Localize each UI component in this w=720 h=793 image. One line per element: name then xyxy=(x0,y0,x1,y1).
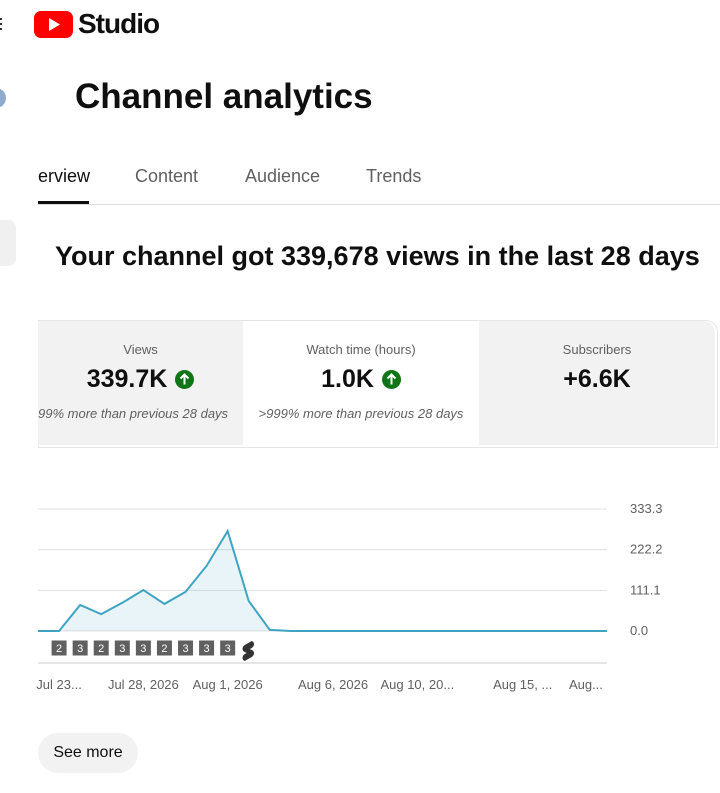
y-tick-label: 111.1 xyxy=(630,582,661,597)
up-icon xyxy=(381,370,401,389)
upload-marker: 3 xyxy=(198,639,216,657)
upload-marker: 3 xyxy=(113,639,131,657)
upload-marker: 3 xyxy=(177,639,195,657)
upload-marker: 3 xyxy=(71,639,89,657)
marker-box xyxy=(198,639,216,657)
divider xyxy=(38,204,720,205)
y-tick-label: 333.3 xyxy=(630,501,663,516)
upload-marker: 2 xyxy=(50,639,68,657)
marker-count: 3 xyxy=(77,643,83,655)
see-more-button[interactable]: See more xyxy=(38,733,138,773)
sidebar-item[interactable] xyxy=(0,220,16,266)
chart: 0.0 111.1 222.2 333.3 Jul 23... Jul 28, 2026 A… xyxy=(36,501,663,692)
metric-label: Views xyxy=(123,342,158,357)
marker-box xyxy=(219,639,237,657)
metric-value: 339.7K xyxy=(86,365,168,393)
tab[interactable]: Content xyxy=(135,166,199,186)
marker-box xyxy=(71,639,89,657)
tab[interactable]: Audience xyxy=(245,166,321,186)
marker-count: 2 xyxy=(161,643,167,655)
x-tick-label: Aug 10, 20... xyxy=(380,677,454,692)
line xyxy=(38,528,607,632)
marker-count: 2 xyxy=(98,643,104,655)
upload-marker: 2 xyxy=(92,639,110,657)
metric-card[interactable]: Subscribers +6.6K xyxy=(479,321,715,445)
x-tick-label: Aug... xyxy=(569,677,603,692)
marker-box xyxy=(92,639,110,657)
marker-box xyxy=(50,639,68,657)
x-tick-label: Jul 23... xyxy=(36,677,82,692)
metric-label: Watch time (hours) xyxy=(306,342,416,357)
logo-text: Studio xyxy=(78,8,160,39)
metric-card[interactable]: Views 339.7K 99% more than previous 28 d… xyxy=(38,321,243,445)
marker-count: 3 xyxy=(225,643,231,655)
marker-count: 3 xyxy=(119,643,125,655)
metric-label: Subscribers xyxy=(562,342,632,357)
metric-value: +6.6K xyxy=(563,365,631,393)
tab[interactable]: Trends xyxy=(366,166,422,186)
page-title: Channel analytics xyxy=(75,77,373,116)
x-tick-label: Aug 15, ... xyxy=(493,677,552,692)
marker-box xyxy=(177,639,195,657)
marker-box xyxy=(134,639,152,657)
tab-indicator xyxy=(38,201,89,204)
youtube-logo xyxy=(34,11,73,38)
marker-count: 3 xyxy=(140,643,146,655)
sidebar-fragments xyxy=(0,18,6,108)
marker-box xyxy=(155,639,173,657)
upload-marker: 3 xyxy=(134,639,152,657)
marker-count: 3 xyxy=(182,643,188,655)
x-tick-label: Aug 6, 2026 xyxy=(298,677,368,692)
shorts-icon xyxy=(242,641,254,661)
x-tick-label: Jul 28, 2026 xyxy=(108,677,179,692)
y-tick-label: 0.0 xyxy=(630,623,648,638)
marker-count: 3 xyxy=(204,643,210,655)
x-tick-label: Aug 1, 2026 xyxy=(193,677,263,692)
upload-marker: 2 xyxy=(155,639,173,657)
headline: Your channel got 339,678 views in the la… xyxy=(55,241,700,271)
metric-note: >999% more than previous 28 days xyxy=(258,406,464,421)
upload-marker: 3 xyxy=(219,639,237,657)
metric-note: 99% more than previous 28 days xyxy=(38,406,229,421)
metric-card[interactable]: Watch time (hours) 1.0K >999% more than … xyxy=(243,321,479,445)
area xyxy=(38,531,607,631)
marker-count: 2 xyxy=(56,643,62,655)
y-tick-label: 222.2 xyxy=(630,542,663,557)
up-icon xyxy=(175,370,195,389)
metric-value: 1.0K xyxy=(321,365,374,393)
tab[interactable]: erview xyxy=(38,166,91,186)
marker-box xyxy=(113,639,131,657)
